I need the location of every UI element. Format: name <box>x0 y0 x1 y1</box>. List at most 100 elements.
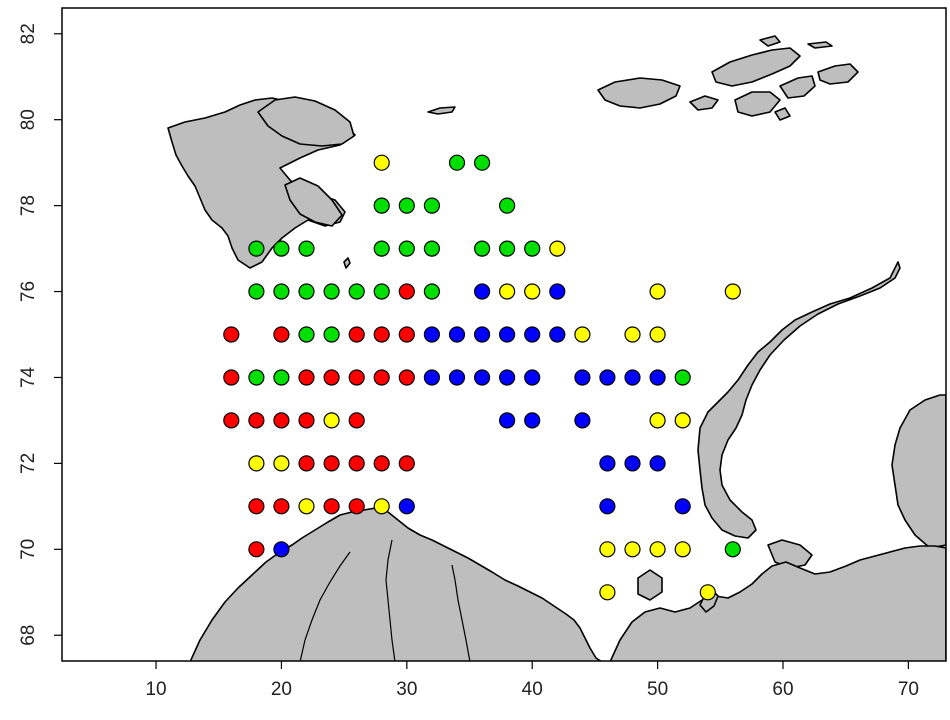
station-point <box>549 283 566 300</box>
station-point <box>499 412 516 429</box>
station-point <box>323 412 340 429</box>
station-point <box>624 326 641 343</box>
station-point <box>348 498 365 515</box>
station-point <box>423 369 440 386</box>
station-point <box>323 455 340 472</box>
station-point <box>373 154 390 171</box>
y-axis: 68 70 72 74 76 78 80 82 <box>18 23 62 646</box>
station-point <box>248 283 265 300</box>
plot-frame <box>61 7 947 662</box>
station-point <box>398 283 415 300</box>
station-point <box>599 369 616 386</box>
station-point <box>448 369 466 386</box>
station-point <box>398 369 415 386</box>
x-tick-label: 40 <box>522 679 543 700</box>
mainland-land <box>189 507 602 661</box>
station-point <box>223 412 240 429</box>
station-point <box>649 455 666 472</box>
station-point <box>599 498 616 515</box>
station-point <box>298 326 315 343</box>
station-point <box>724 283 741 300</box>
station-point <box>298 240 315 257</box>
x-tick-label: 10 <box>145 679 166 700</box>
station-point <box>699 584 716 601</box>
station-point <box>649 283 666 300</box>
station-point <box>474 283 491 300</box>
station-point <box>474 326 491 343</box>
station-point <box>323 498 340 515</box>
station-point <box>298 412 315 429</box>
station-point <box>724 541 741 558</box>
station-point <box>398 455 415 472</box>
x-tick-label: 60 <box>772 679 793 700</box>
station-point <box>273 326 290 343</box>
station-point <box>574 412 591 429</box>
station-point <box>248 240 265 257</box>
station-point <box>248 541 265 558</box>
station-point <box>524 412 541 429</box>
station-point <box>373 369 390 386</box>
station-point <box>649 326 666 343</box>
franz-josef-land-south <box>734 91 781 117</box>
station-point <box>649 541 666 558</box>
station-point <box>549 240 566 257</box>
y-tick-label: 70 <box>18 539 39 560</box>
station-point <box>298 498 315 515</box>
franz-josef-land-northeast <box>817 63 859 85</box>
station-point <box>273 541 290 558</box>
station-point <box>674 412 691 429</box>
station-point <box>674 498 691 515</box>
franz-josef-land-west <box>597 77 681 109</box>
x-tick-label: 20 <box>271 679 292 700</box>
station-point <box>624 369 641 386</box>
station-point <box>273 455 290 472</box>
station-point <box>398 498 415 515</box>
station-point <box>248 455 265 472</box>
station-point <box>398 326 415 343</box>
station-point <box>423 283 440 300</box>
franz-josef-land-islet-3 <box>774 107 791 121</box>
station-point <box>273 498 290 515</box>
station-point <box>323 326 340 343</box>
station-point <box>323 369 340 386</box>
station-point <box>524 369 541 386</box>
station-point <box>373 498 390 515</box>
station-point <box>599 584 616 601</box>
y-tick-label: 74 <box>18 366 39 388</box>
station-point <box>423 240 440 257</box>
station-point <box>298 369 315 386</box>
station-point <box>499 326 516 343</box>
station-point <box>273 240 290 257</box>
station-point <box>524 240 541 257</box>
station-point <box>348 412 365 429</box>
station-point <box>398 240 415 257</box>
franz-josef-land-east <box>711 47 801 87</box>
station-point <box>323 283 340 300</box>
kolguev-land <box>637 569 663 601</box>
kvitoya-land <box>427 106 456 115</box>
station-point <box>524 283 541 300</box>
station-point <box>499 197 516 214</box>
station-point <box>499 283 516 300</box>
station-point <box>348 369 365 386</box>
station-point <box>499 240 516 257</box>
x-tick-label: 50 <box>647 679 668 700</box>
station-point <box>574 326 591 343</box>
y-tick-label: 82 <box>18 23 39 44</box>
station-point <box>373 326 390 343</box>
station-point <box>348 455 365 472</box>
station-point <box>373 283 390 300</box>
x-tick-label: 70 <box>898 679 919 700</box>
station-point <box>348 326 365 343</box>
station-point <box>248 498 265 515</box>
x-tick-label: 30 <box>396 679 417 700</box>
station-point <box>524 326 541 343</box>
station-point <box>674 541 691 558</box>
station-point <box>674 369 691 386</box>
station-point <box>574 369 591 386</box>
sweden-finland-border <box>385 539 396 661</box>
franz-josef-land-islet-1 <box>759 35 781 47</box>
stations-layer <box>223 154 741 601</box>
station-point <box>223 369 240 386</box>
basemap <box>167 35 946 661</box>
